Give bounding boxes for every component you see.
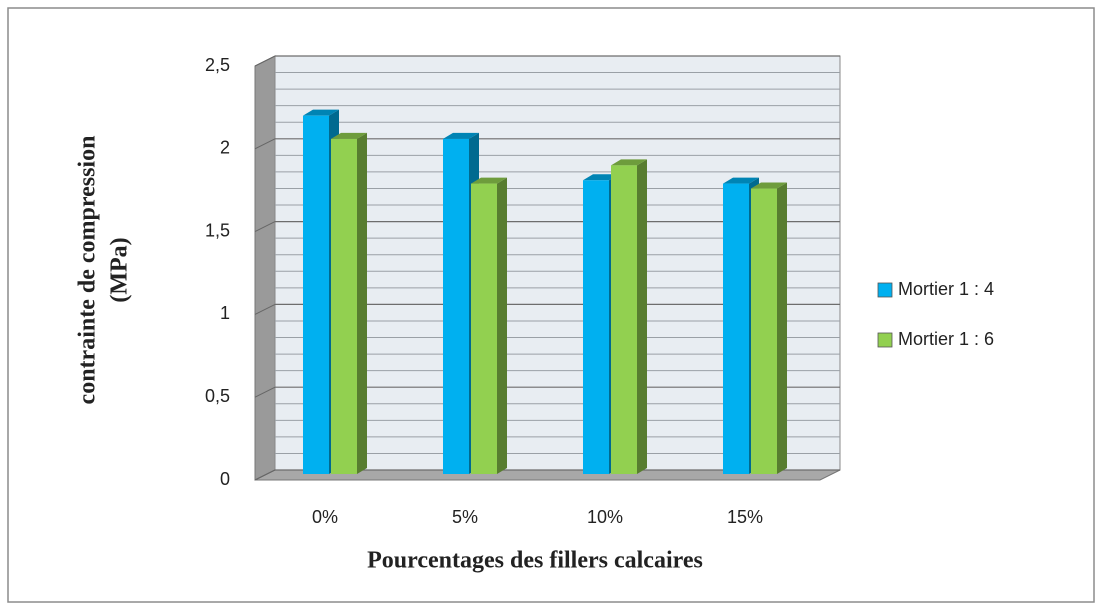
bar-top xyxy=(751,182,787,189)
side-grid-line xyxy=(254,55,276,67)
bar xyxy=(303,115,329,475)
bar-top xyxy=(583,174,619,181)
side-grid-line xyxy=(254,221,276,233)
x-axis-title: Pourcentages des fillers calcaires xyxy=(367,548,703,574)
y-tick-label: 0,5 xyxy=(205,386,230,406)
bar-top xyxy=(611,159,647,166)
bar-top xyxy=(443,132,479,139)
side-grid-line xyxy=(254,386,276,398)
bar xyxy=(723,183,749,475)
bar-side xyxy=(357,132,367,474)
bar xyxy=(751,188,777,474)
bar-side xyxy=(777,182,787,474)
bar xyxy=(583,180,609,474)
side-grid-line xyxy=(254,303,276,315)
bar xyxy=(331,138,357,474)
y-tick-label: 0 xyxy=(220,469,230,489)
legend-swatch xyxy=(877,282,893,298)
bar-top xyxy=(303,109,339,116)
x-tick-label: 5% xyxy=(452,507,478,527)
bar-top xyxy=(331,132,367,139)
x-tick-label: 15% xyxy=(727,507,763,527)
side-grid-line xyxy=(254,469,276,481)
x-tick-label: 0% xyxy=(312,507,338,527)
bar xyxy=(443,138,469,474)
y-axis-title-line: contrainte de compression xyxy=(75,136,101,405)
legend-label: Mortier 1 : 6 xyxy=(898,329,994,349)
y-axis-title-line: (MPa) xyxy=(107,237,133,302)
y-tick-label: 1 xyxy=(220,303,230,323)
y-tick-label: 2 xyxy=(220,138,230,158)
bar-top xyxy=(471,177,507,184)
x-tick-label: 10% xyxy=(587,507,623,527)
side-grid-line xyxy=(254,138,276,150)
legend-swatch xyxy=(877,332,893,348)
y-tick-label: 2,5 xyxy=(205,55,230,75)
bar-side xyxy=(637,159,647,475)
bar xyxy=(471,183,497,475)
y-tick-label: 1,5 xyxy=(205,220,230,240)
legend-label: Mortier 1 : 4 xyxy=(898,279,994,299)
bar-side xyxy=(497,177,507,475)
side-wall xyxy=(254,55,276,481)
y-axis-title: contrainte de compression (MPa) xyxy=(75,136,133,405)
bar-top xyxy=(723,177,759,184)
bar xyxy=(611,165,637,475)
